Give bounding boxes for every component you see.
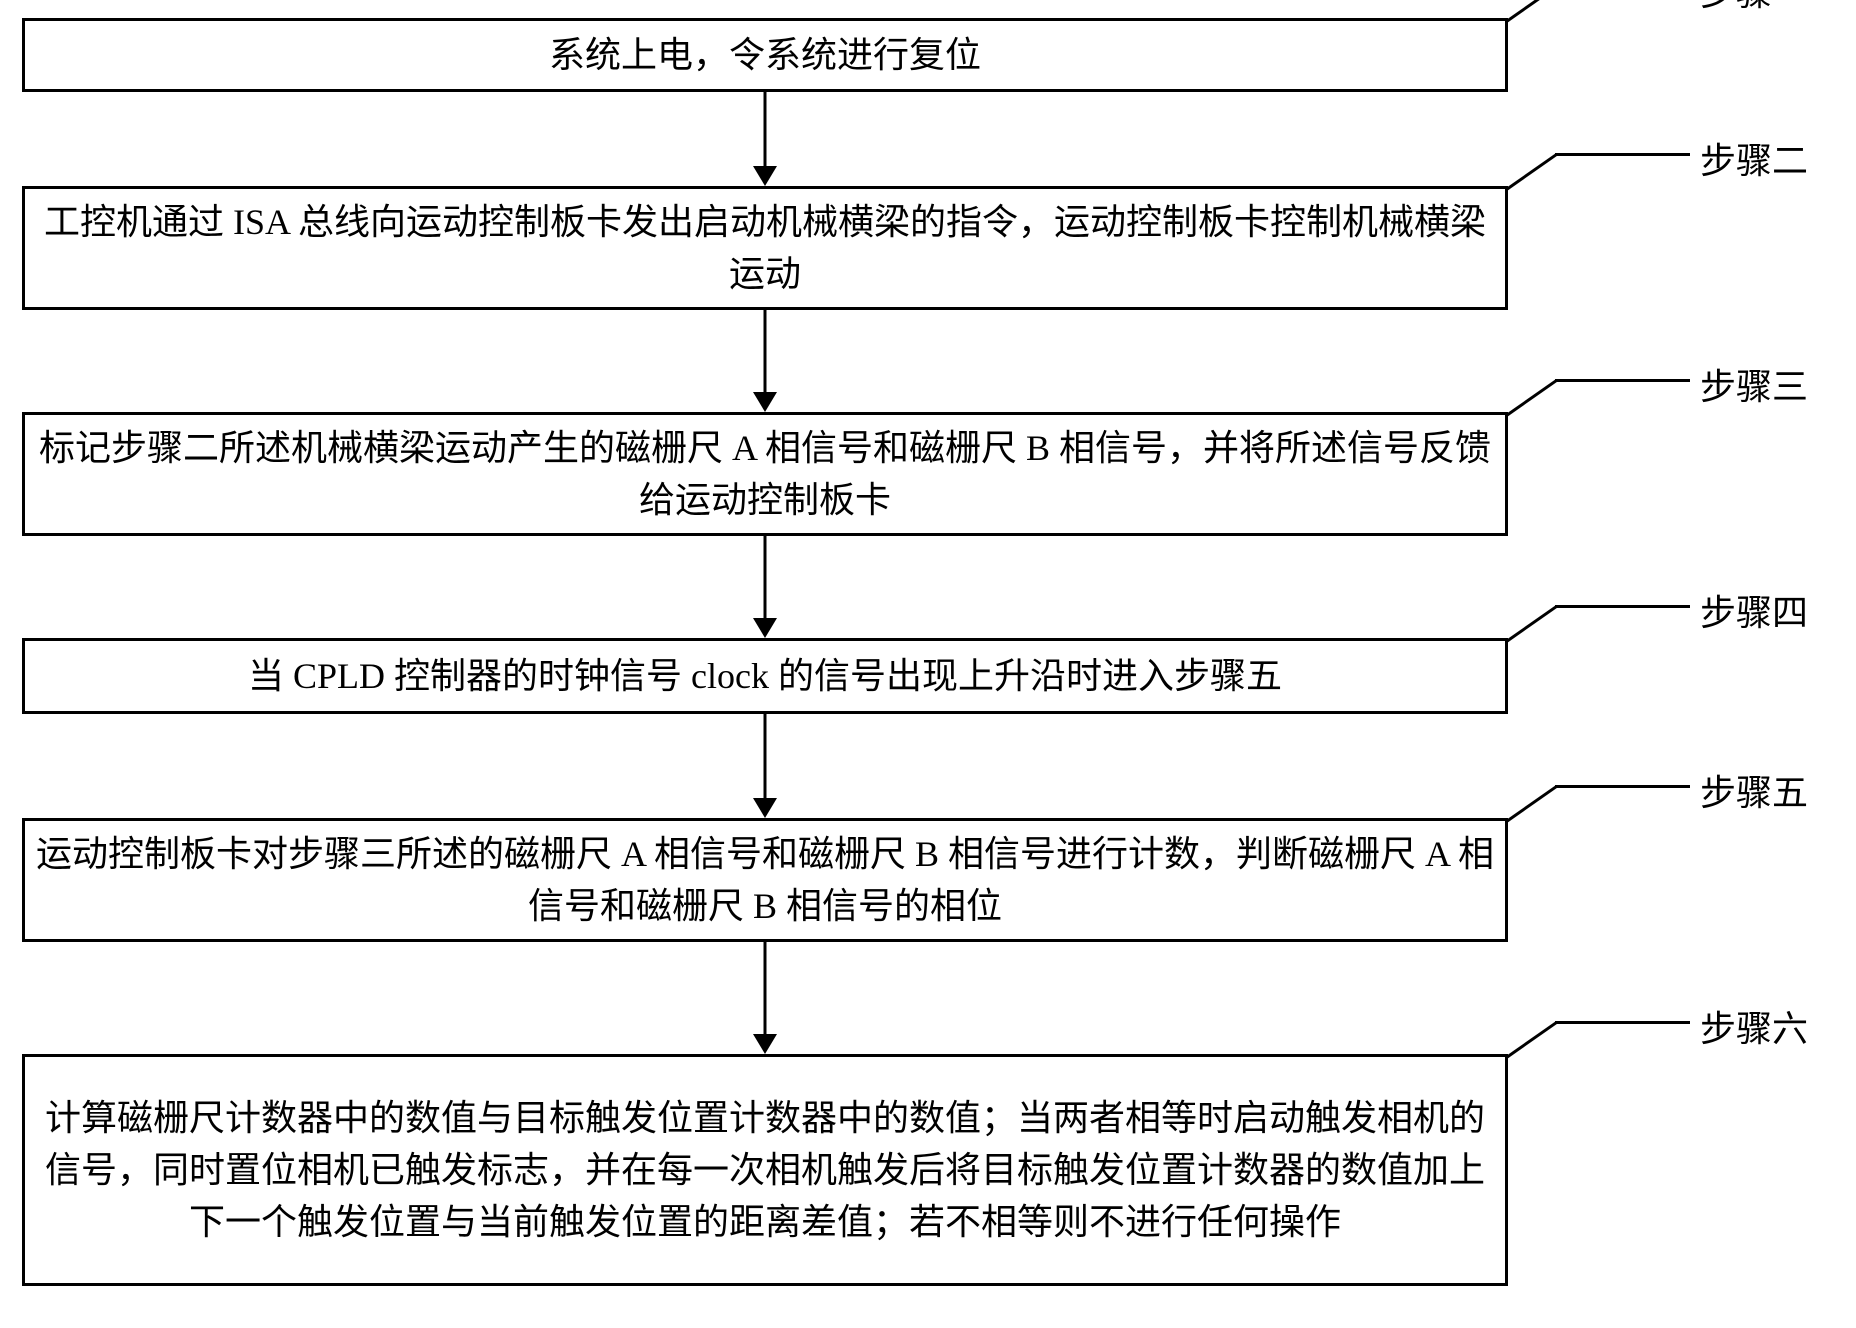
step-label-step4: 步骤四 <box>1700 584 1808 636</box>
flow-box-step4: 当 CPLD 控制器的时钟信号 clock 的信号出现上升沿时进入步骤五 <box>22 638 1508 714</box>
step-label-step5: 步骤五 <box>1700 764 1808 816</box>
arrow-line <box>764 942 767 1034</box>
flow-box-step3: 标记步骤二所述机械横梁运动产生的磁栅尺 A 相信号和磁栅尺 B 相信号，并将所述… <box>22 412 1508 536</box>
flow-box-text: 标记步骤二所述机械横梁运动产生的磁栅尺 A 相信号和磁栅尺 B 相信号，并将所述… <box>25 418 1505 530</box>
step-label-step2: 步骤二 <box>1700 132 1808 184</box>
arrow-line <box>764 310 767 392</box>
flow-box-text: 系统上电，令系统进行复位 <box>539 25 991 85</box>
arrow-line <box>764 536 767 618</box>
step-label-step6: 步骤六 <box>1700 1000 1808 1052</box>
arrow-line <box>764 92 767 166</box>
arrow-head-icon <box>753 166 777 186</box>
flow-box-text: 运动控制板卡对步骤三所述的磁栅尺 A 相信号和磁栅尺 B 相信号进行计数，判断磁… <box>25 824 1505 936</box>
arrow-head-icon <box>753 392 777 412</box>
step-label-step1: 步骤一 <box>1700 0 1808 16</box>
arrow-head-icon <box>753 798 777 818</box>
flow-box-text: 计算磁栅尺计数器中的数值与目标触发位置计数器中的数值；当两者相等时启动触发相机的… <box>25 1088 1505 1253</box>
flow-box-step6: 计算磁栅尺计数器中的数值与目标触发位置计数器中的数值；当两者相等时启动触发相机的… <box>22 1054 1508 1286</box>
flow-box-step2: 工控机通过 ISA 总线向运动控制板卡发出启动机械横梁的指令，运动控制板卡控制机… <box>22 186 1508 310</box>
flow-box-step1: 系统上电，令系统进行复位 <box>22 18 1508 92</box>
arrow-head-icon <box>753 1034 777 1054</box>
arrow-line <box>764 714 767 798</box>
flowchart-canvas: 系统上电，令系统进行复位 步骤一工控机通过 ISA 总线向运动控制板卡发出启动机械… <box>0 0 1856 1328</box>
flow-box-text: 工控机通过 ISA 总线向运动控制板卡发出启动机械横梁的指令，运动控制板卡控制机… <box>25 192 1505 304</box>
step-label-step3: 步骤三 <box>1700 358 1808 410</box>
flow-box-step5: 运动控制板卡对步骤三所述的磁栅尺 A 相信号和磁栅尺 B 相信号进行计数，判断磁… <box>22 818 1508 942</box>
arrow-head-icon <box>753 618 777 638</box>
flow-box-text: 当 CPLD 控制器的时钟信号 clock 的信号出现上升沿时进入步骤五 <box>238 646 1292 706</box>
